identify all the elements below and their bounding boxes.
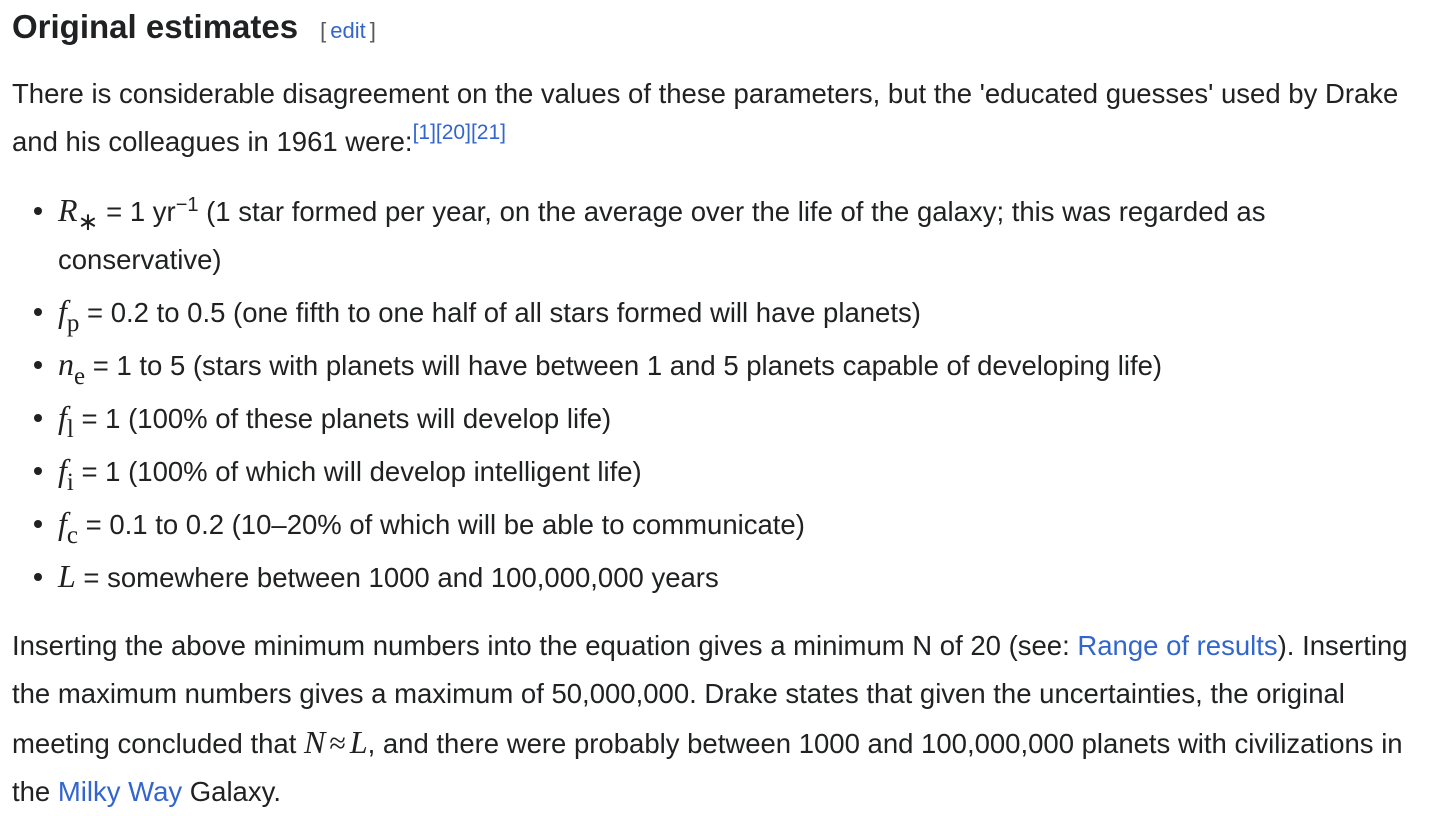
math-symbol: f: [58, 399, 67, 435]
subscript: e: [74, 363, 86, 390]
text-run: = 0.2 to 0.5 (one fifth to one half of a…: [79, 297, 921, 328]
subscript: p: [66, 310, 80, 337]
math-symbol: L: [349, 724, 368, 760]
text-run: = 1 (100% of these planets will develop …: [73, 403, 612, 434]
math-symbol: f: [58, 505, 67, 541]
edit-link[interactable]: edit: [330, 18, 366, 43]
math-symbol: N: [304, 724, 326, 760]
list-item: fp = 0.2 to 0.5 (one fifth to one half o…: [34, 287, 1432, 337]
bullet-list: R∗ = 1 yr−1 (1 star formed per year, on …: [12, 186, 1432, 602]
superscript: −1: [175, 194, 199, 216]
list-item: ne = 1 to 5 (stars with planets will hav…: [34, 340, 1432, 390]
subscript: l: [66, 416, 74, 443]
subscript: c: [66, 522, 78, 549]
citation-link[interactable]: [1]: [412, 121, 436, 144]
paragraph: There is considerable disagreement on th…: [12, 70, 1432, 166]
math-symbol: n: [58, 346, 74, 382]
paragraph: Inserting the above minimum numbers into…: [12, 622, 1432, 816]
text-run: Galaxy.: [182, 776, 281, 807]
text-run: (1 star formed per year, on the average …: [58, 196, 1266, 275]
citation-link[interactable]: [20]: [435, 121, 471, 144]
text-run: = 1 to 5 (stars with planets will have b…: [85, 350, 1163, 381]
list-item: fl = 1 (100% of these planets will devel…: [34, 393, 1432, 443]
text-run: = 1 yr: [98, 196, 176, 227]
subscript: ∗: [77, 209, 99, 236]
list-item: fc = 0.1 to 0.2 (10–20% of which will be…: [34, 499, 1432, 549]
math-symbol: L: [58, 558, 76, 594]
math-operator: ≈: [329, 727, 346, 760]
list-item: fi = 1 (100% of which will develop intel…: [34, 446, 1432, 496]
bracket: [: [320, 18, 327, 43]
text-run: = somewhere between 1000 and 100,000,000…: [75, 562, 719, 593]
bracket: ]: [369, 18, 376, 43]
wiki-link[interactable]: Milky Way: [57, 776, 183, 807]
math-symbol: R: [58, 192, 78, 228]
subscript: i: [66, 469, 74, 496]
math-symbol: f: [58, 452, 67, 488]
wiki-link[interactable]: Range of results: [1077, 630, 1278, 661]
text-run: Inserting the above minimum numbers into…: [12, 630, 1078, 661]
heading-title: Original estimates: [12, 8, 299, 45]
section-heading: Original estimates [edit]: [12, 2, 1432, 56]
citation-link[interactable]: [21]: [470, 121, 506, 144]
text-run: = 0.1 to 0.2 (10–20% of which will be ab…: [78, 509, 805, 540]
text-run: = 1 (100% of which will develop intellig…: [73, 456, 642, 487]
text-run: There is considerable disagreement on th…: [12, 78, 1399, 157]
list-item: L = somewhere between 1000 and 100,000,0…: [34, 552, 1432, 602]
text-run: ). Inserting the maximum numbers gives a…: [12, 630, 1408, 759]
math-symbol: f: [58, 293, 67, 329]
list-item: R∗ = 1 yr−1 (1 star formed per year, on …: [34, 186, 1432, 284]
edit-section: [edit]: [320, 18, 376, 43]
